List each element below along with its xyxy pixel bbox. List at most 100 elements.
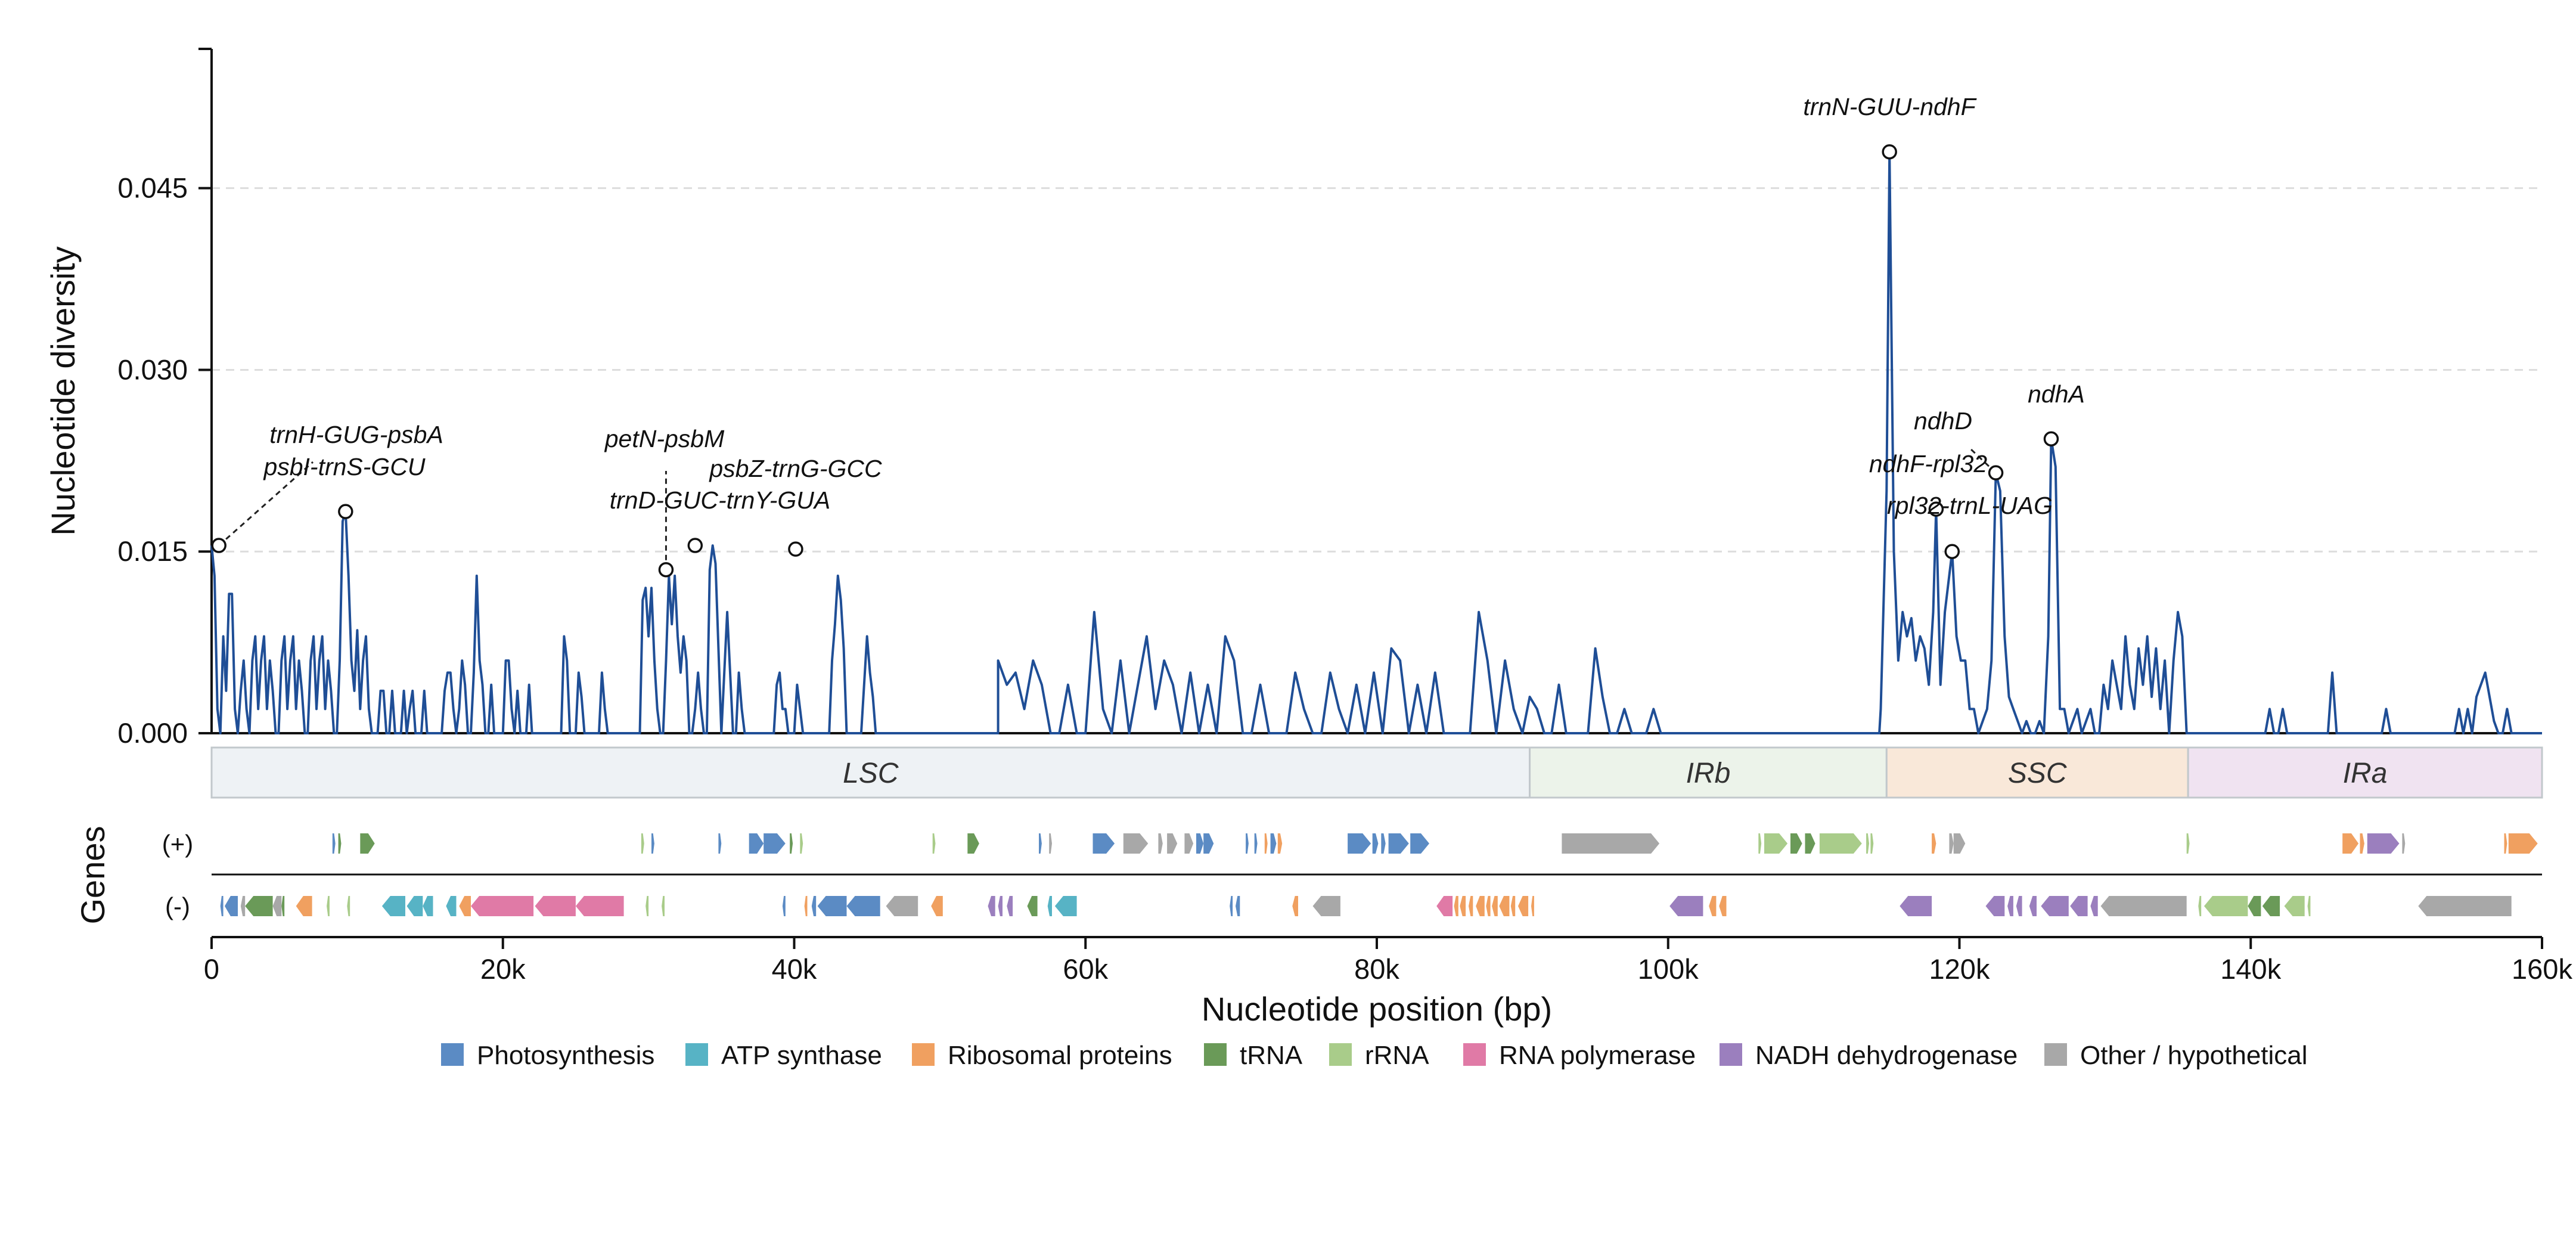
region-irb	[1529, 746, 1888, 799]
gene-minus-strand	[1469, 896, 1473, 916]
gene-plus-strand	[1254, 833, 1258, 854]
gene-plus-strand	[1123, 833, 1149, 854]
gene-minus-strand	[1460, 896, 1466, 916]
gene-plus-strand	[1410, 833, 1429, 854]
legend-label: rRNA	[1365, 1041, 1429, 1070]
gene-minus-strand	[423, 896, 433, 916]
gene-plus-strand	[651, 833, 654, 854]
gene-minus-strand	[2041, 896, 2069, 916]
gene-plus-strand	[1246, 833, 1249, 854]
x-axis: 0 20k 40k 60k 80k 100k 120k 140k 160k	[204, 936, 2572, 985]
gene-minus-strand	[1518, 896, 1529, 916]
gene-minus-strand	[1531, 896, 1534, 916]
gene-minus-strand	[2090, 896, 2098, 916]
annotation-marker	[1928, 501, 1944, 517]
annotation-marker	[211, 538, 226, 553]
gene-minus-strand	[804, 896, 808, 916]
gene-minus-strand	[1719, 896, 1727, 916]
gene-plus-strand	[967, 833, 979, 854]
region-label: SSC	[2008, 758, 2067, 789]
x-tick-label: 80k	[1354, 953, 1399, 985]
legend-swatch	[912, 1043, 935, 1066]
legend-label: ATP synthase	[721, 1041, 882, 1070]
gene-minus-strand	[406, 896, 423, 916]
annotation-marker	[1944, 544, 1960, 559]
gene-minus-strand	[2284, 896, 2305, 916]
gene-minus-strand	[2070, 896, 2088, 916]
gene-plus-strand	[1264, 833, 1268, 854]
y-tick-label: 0.045	[117, 172, 188, 204]
gene-plus-strand	[1819, 833, 1862, 854]
annotation-label: trnN-GUU-ndhF	[1803, 93, 1976, 120]
gene-minus-strand	[1436, 896, 1453, 916]
region-ssc	[1885, 746, 2189, 799]
gene-minus-strand	[1499, 896, 1510, 916]
gene-plus-strand	[1562, 833, 1660, 854]
legend-swatch	[1463, 1043, 1486, 1066]
gene-minus-strand	[811, 896, 817, 916]
gene-plus-strand	[360, 833, 375, 854]
gene-minus-strand	[272, 896, 282, 916]
gene-plus-strand	[2186, 833, 2190, 854]
gene-minus-strand	[1900, 896, 1932, 916]
diversity-line	[210, 150, 2542, 734]
gene-plus-strand	[790, 833, 793, 854]
gene-plus-strand	[1049, 833, 1052, 854]
x-tick-label: 0	[204, 953, 219, 985]
gene-plus-strand	[2504, 833, 2507, 854]
gene-plus-strand	[1758, 833, 1762, 854]
y-tick-label: 0.000	[117, 717, 188, 749]
annotation-label: psbZ-trnG-GCC	[708, 455, 882, 482]
x-tick-label: 120k	[1929, 953, 1990, 985]
gene-minus-strand	[2007, 896, 2013, 916]
annotation-label: trnH-GUG-psbA	[269, 421, 443, 448]
gene-plus-strand	[1870, 833, 1874, 854]
gene-minus-strand	[327, 896, 330, 916]
gene-plus-strand	[1270, 833, 1277, 854]
legend-swatch	[2044, 1043, 2067, 1066]
x-tick-label: 40k	[772, 953, 817, 985]
gene-plus-strand	[1203, 833, 1214, 854]
gene-minus-strand	[1476, 896, 1485, 916]
gene-plus-strand	[1184, 833, 1194, 854]
gene-plus-strand	[1039, 833, 1042, 854]
gene-minus-strand	[988, 896, 995, 916]
gene-minus-strand	[2418, 896, 2512, 916]
gene-minus-strand	[1027, 896, 1038, 916]
gene-minus-strand	[1054, 896, 1077, 916]
gene-minus-strand	[1510, 896, 1516, 916]
region-ira	[2187, 746, 2543, 799]
gene-minus-strand	[846, 896, 880, 916]
gene-plus-strand	[338, 833, 342, 854]
annotation-leader-line	[1969, 447, 1997, 474]
gene-minus-strand	[2204, 896, 2248, 916]
annotation-marker	[788, 541, 803, 557]
gene-minus-strand	[2029, 896, 2037, 916]
x-tick-label: 20k	[480, 953, 526, 985]
gene-plus-strand	[1093, 833, 1115, 854]
annotation-marker	[687, 538, 703, 553]
annotation-marker	[1882, 144, 1897, 160]
gene-plus-strand	[749, 833, 764, 854]
gene-minus-strand	[1709, 896, 1717, 916]
gene-minus-strand	[2016, 896, 2022, 916]
gene-minus-strand	[645, 896, 649, 916]
gene-plus-strand	[1764, 833, 1788, 854]
gene-minus-strand	[1454, 896, 1458, 916]
y-axis-title: Nucleotide diversity	[44, 246, 82, 536]
annotation-label: ndhD	[1914, 407, 1972, 435]
legend-label: RNA polymerase	[1499, 1041, 1696, 1070]
annotation-marker	[2043, 431, 2059, 447]
legend: Photosynthesis ATP synthase Ribosomal prot…	[441, 1041, 2308, 1070]
annotation-marker	[338, 504, 353, 519]
gene-minus-strand	[535, 896, 576, 916]
x-tick-label: 60k	[1063, 953, 1108, 985]
annotation-label: rpl32-trnL-UAG	[1887, 492, 2053, 519]
gene-plus-strand	[1790, 833, 1802, 854]
annotation-label: ndhF-rpl32	[1869, 450, 1987, 477]
gene-plus-strand	[1388, 833, 1409, 854]
region-label: LSC	[843, 758, 899, 789]
gene-minus-strand	[1236, 896, 1240, 916]
gene-minus-strand	[817, 896, 847, 916]
